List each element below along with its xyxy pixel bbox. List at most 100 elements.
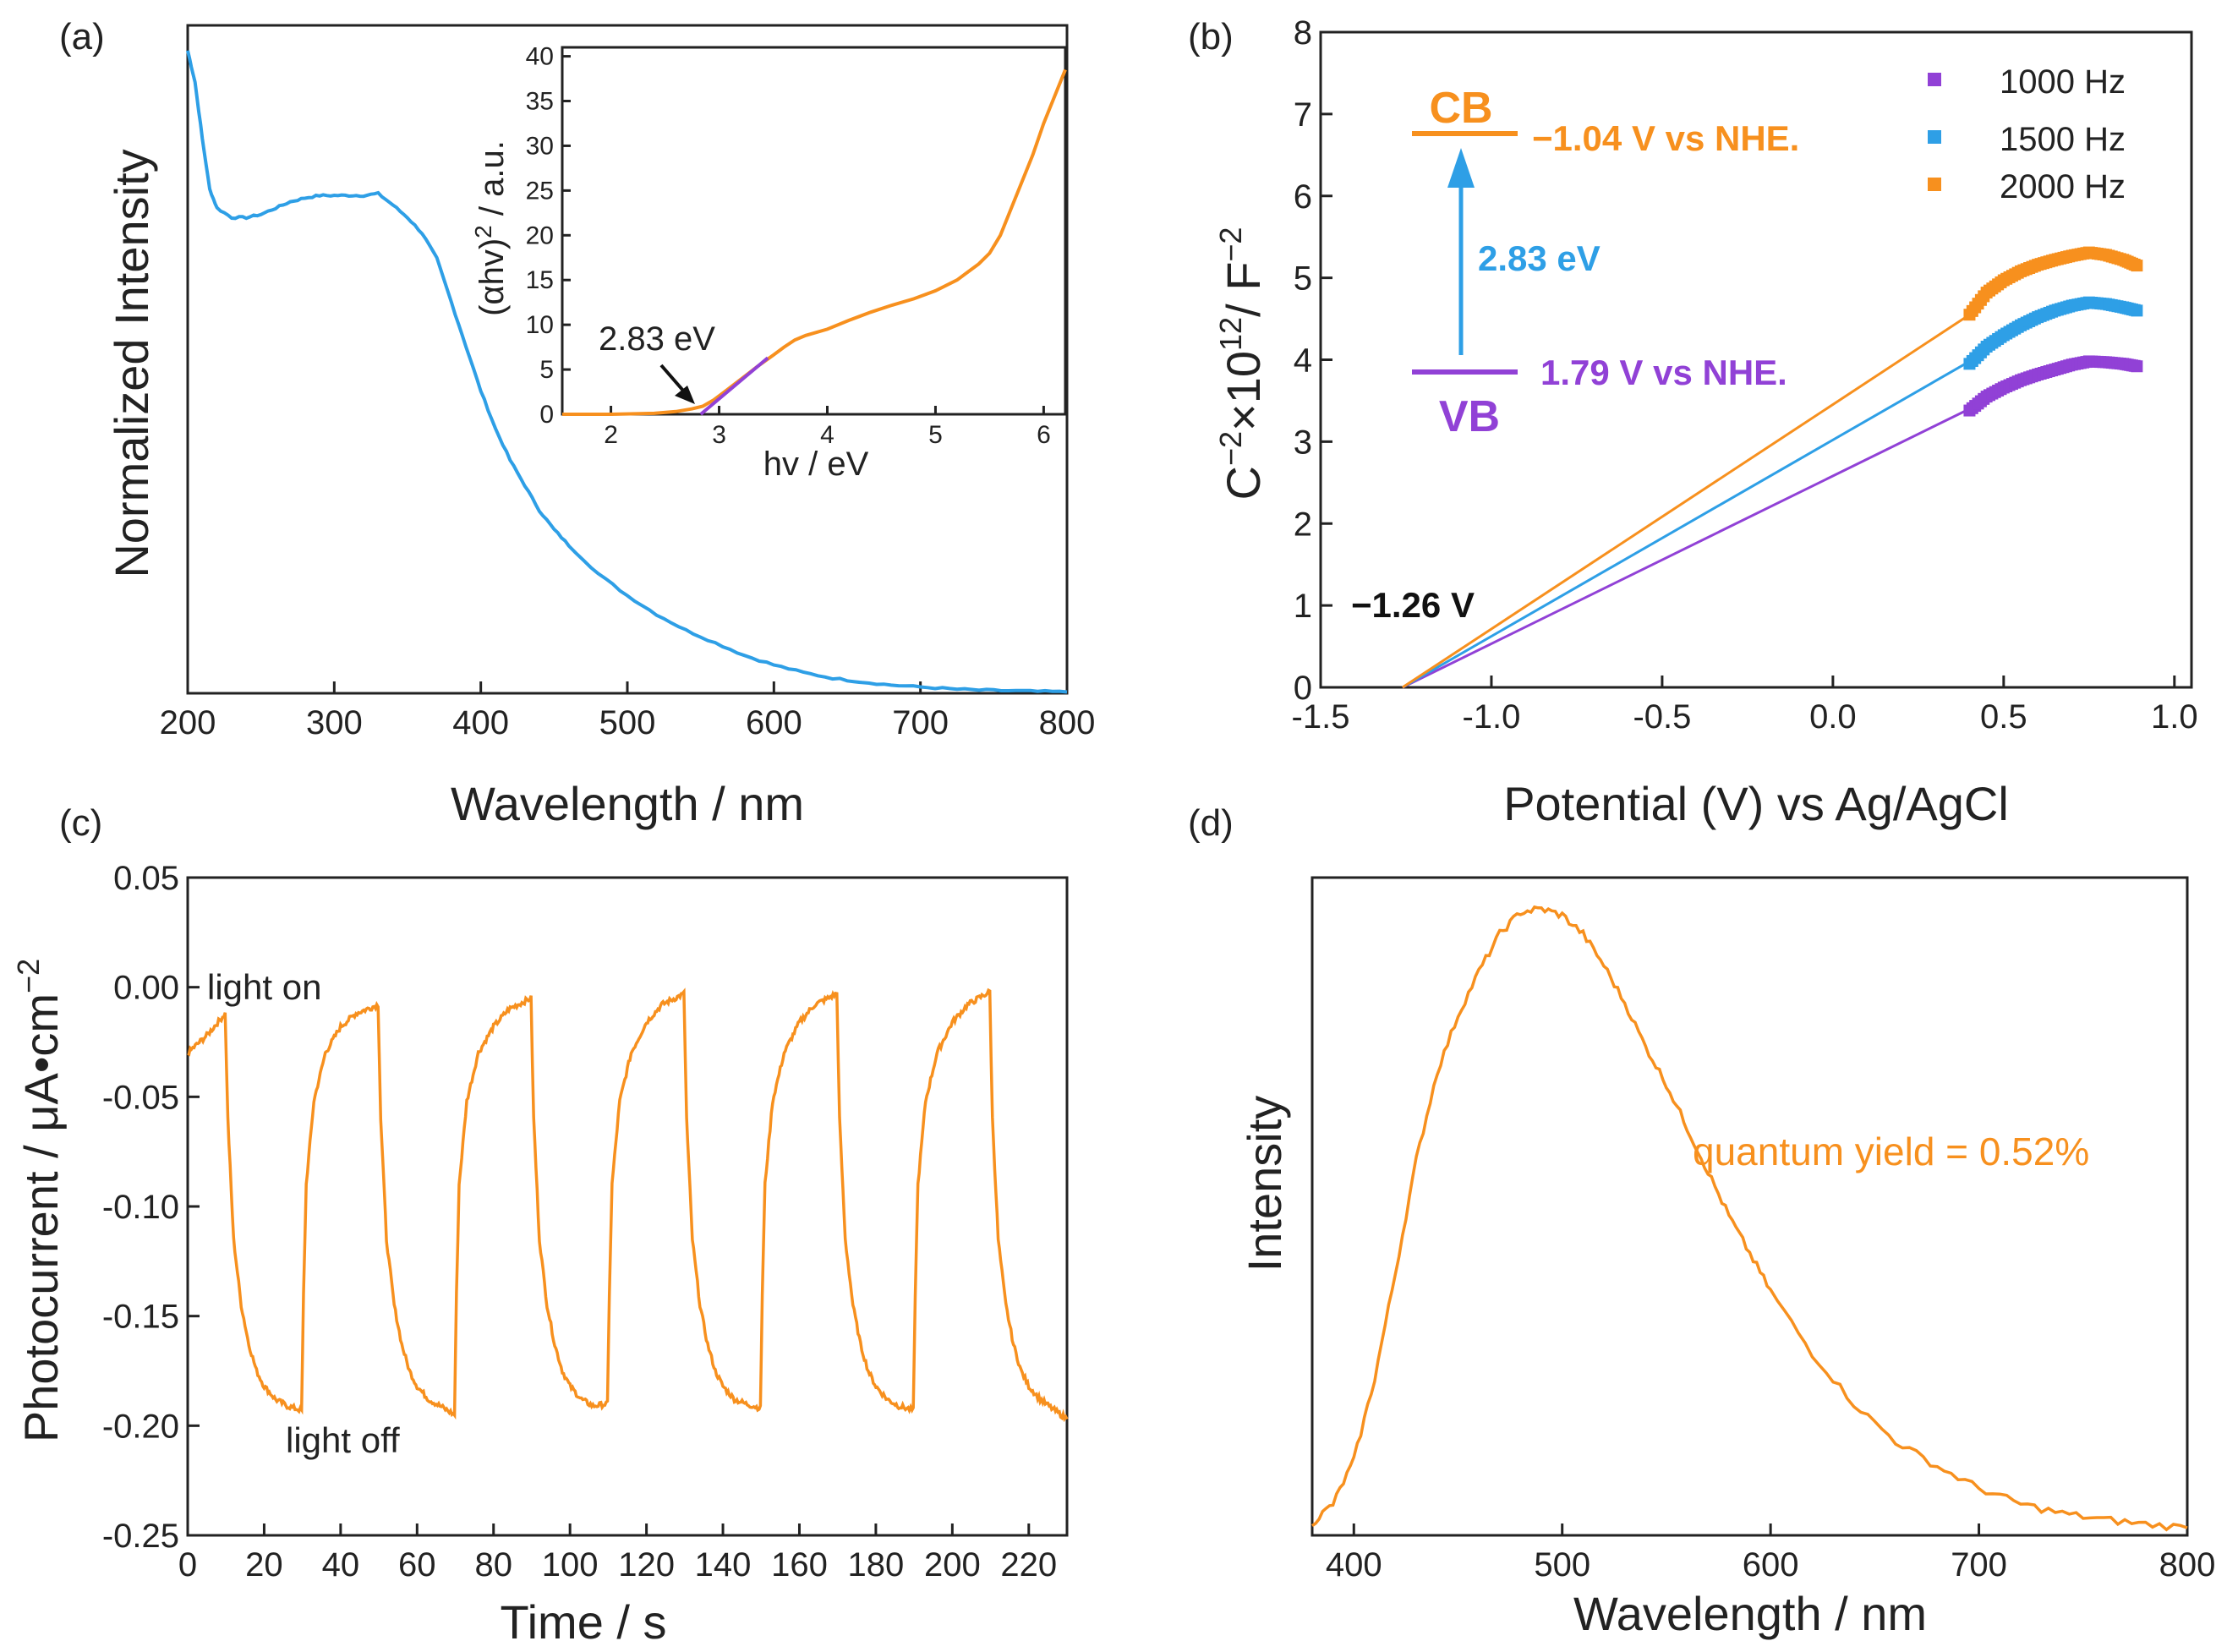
inset-xtick-label: 4 [820, 421, 834, 449]
panel-b-xtick-label: -0.5 [1633, 698, 1691, 736]
panel-a-inset: 2 3 4 5 6 0 5 10 15 20 25 30 35 40 hv / eV (αhv)2 / a… [470, 43, 1067, 483]
panel-b-label: (b) [1188, 16, 1234, 57]
panel-d-xtick-label: 700 [1951, 1546, 2007, 1584]
inset-ytick-label: 5 [539, 356, 554, 384]
vb-potential: 1.79 V vs NHE. [1540, 353, 1787, 392]
marker-1000-Hz [2131, 360, 2143, 373]
inset-y-label: (αhv)2 / a.u. [470, 140, 511, 316]
panel-b-scatter [1963, 246, 2143, 417]
panel-d-x-label: Wavelength / nm [1573, 1587, 1927, 1640]
legend-label-2000: 2000 Hz [2000, 168, 2126, 205]
band-diagram: CB −1.04 V vs NHE. 2.83 eV 1.79 V vs NHE… [1351, 84, 1799, 625]
panel-b-y-label: C−2×1012/ F−2 [1213, 227, 1270, 501]
panel-a-xtick-label: 800 [1039, 704, 1096, 741]
panel-c-ytick-label: -0.10 [102, 1189, 179, 1226]
inset-ytick-label: 20 [526, 222, 554, 249]
panel-b-fit-lines [1402, 313, 1971, 689]
legend-label-1000: 1000 Hz [2000, 63, 2126, 101]
inset-frame [561, 46, 1067, 416]
fit-line-1 [1402, 360, 1971, 689]
panel-c-xtick-label: 0 [178, 1546, 197, 1584]
legend-label-1500: 1500 Hz [2000, 121, 2126, 158]
panel-b-ticks: -1.5 -1.0 -0.5 0.0 0.5 1.0 0 1 2 3 4 5 6 7 8 [1292, 14, 2198, 736]
panel-b-ytick-label: 3 [1294, 424, 1312, 461]
inset-ytick-label: 30 [526, 132, 554, 160]
inset-bandgap-annotation: 2.83 eV [599, 320, 715, 358]
panel-a: (a) 200 300 400 500 600 700 800 Wavelength / n… [59, 16, 1095, 830]
inset-tauc-line [562, 68, 1067, 416]
panel-c-xtick-label: 140 [695, 1546, 752, 1584]
panel-c-ytick-label: 0.05 [113, 860, 179, 897]
cb-potential: −1.04 V vs NHE. [1532, 118, 1799, 158]
panel-a-absorbance-line [186, 50, 1068, 694]
panel-c-xtick-label: 80 [474, 1546, 512, 1584]
inset-ticks: 2 3 4 5 6 0 5 10 15 20 25 30 35 40 [526, 43, 1051, 449]
inset-ytick-label: 0 [539, 401, 554, 429]
panel-b-ytick-label: 0 [1294, 670, 1312, 707]
panel-c-ytick-label: -0.15 [102, 1299, 179, 1336]
panel-a-x-label: Wavelength / nm [451, 777, 804, 830]
panel-b-xtick-label: -1.5 [1292, 698, 1350, 736]
panel-a-xtick-label: 300 [306, 704, 363, 741]
panel-b-ytick-label: 2 [1294, 506, 1312, 543]
cb-label: CB [1429, 84, 1492, 133]
inset-ytick-label: 25 [526, 177, 554, 205]
panel-c: (c) 0 20 40 60 80 100 120 140 160 180 200 220 0.05 0.… [11, 802, 1069, 1649]
panel-c-y-label: Photocurrent / μA•cm−2 [11, 959, 68, 1442]
panel-b-ytick-label: 6 [1294, 178, 1312, 216]
panel-b-ytick-label: 7 [1294, 96, 1312, 134]
panel-d-xtick-label: 800 [2159, 1546, 2216, 1584]
panel-a-xtick-label: 500 [599, 704, 656, 741]
inset-xtick-label: 2 [604, 421, 618, 449]
panel-c-x-label: Time / s [500, 1595, 666, 1649]
inset-ytick-label: 15 [526, 266, 554, 294]
panel-a-xtick-label: 200 [160, 704, 216, 741]
bandgap-arrow-icon [1447, 148, 1475, 188]
panel-c-ytick-label: -0.05 [102, 1079, 179, 1116]
panel-d-frame [1310, 876, 2189, 1537]
panel-c-ticks: 0 20 40 60 80 100 120 140 160 180 200 220 0.05 0.00 -0… [102, 860, 1057, 1584]
panel-d-pl-line [1310, 905, 2188, 1532]
fit-line-2 [1402, 313, 1971, 689]
light-off-label: light off [286, 1420, 400, 1460]
inset-fit-line [699, 356, 769, 416]
panel-c-ytick-label: -0.25 [102, 1518, 179, 1555]
marker-1500-Hz [2131, 304, 2143, 317]
panel-c-label: (c) [59, 802, 102, 844]
inset-ytick-label: 40 [526, 43, 554, 71]
panel-d-y-label: Intensity [1238, 1096, 1291, 1272]
quantum-yield-label: quantum yield = 0.52% [1693, 1130, 2089, 1173]
panel-c-xtick-label: 40 [322, 1546, 360, 1584]
inset-xtick-label: 6 [1037, 421, 1051, 449]
panel-a-xtick-label: 400 [452, 704, 509, 741]
legend-swatch-1000 [1928, 73, 1941, 86]
inset-xtick-label: 3 [712, 421, 726, 449]
panel-d-xtick-label: 600 [1743, 1546, 1799, 1584]
panel-a-x-ticks: 200 300 400 500 600 700 800 [160, 681, 1096, 741]
panel-c-xtick-label: 160 [771, 1546, 828, 1584]
legend-swatch-2000 [1928, 178, 1941, 191]
panel-c-photocurrent-line [187, 987, 1069, 1423]
panel-c-ytick-label: -0.20 [102, 1408, 179, 1445]
marker-2000-Hz [2131, 260, 2143, 272]
panel-b-xtick-label: -1.0 [1462, 698, 1520, 736]
panel-b-ytick-label: 5 [1294, 260, 1312, 298]
panel-d-label: (d) [1188, 802, 1234, 844]
bandgap-value: 2.83 eV [1478, 238, 1600, 278]
panel-b-ytick-label: 8 [1294, 14, 1312, 52]
inset-x-label: hv / eV [763, 446, 869, 483]
panel-c-ytick-label: 0.00 [113, 970, 179, 1007]
panel-a-label: (a) [59, 16, 105, 57]
intercept-label: −1.26 V [1351, 585, 1475, 625]
inset-ytick-label: 10 [526, 311, 554, 339]
panel-b-legend: 1000 Hz 1500 Hz 2000 Hz [1928, 63, 2126, 205]
light-on-label: light on [207, 967, 321, 1007]
vb-label: VB [1439, 392, 1500, 441]
inset-arrow-icon [675, 386, 695, 404]
panel-a-xtick-label: 600 [746, 704, 802, 741]
panel-b-xtick-label: 1.0 [2151, 698, 2198, 736]
panel-a-xtick-label: 700 [892, 704, 949, 741]
panel-d-ticks: 400 500 600 700 800 [1326, 1523, 2215, 1584]
panel-c-xtick-label: 180 [848, 1546, 905, 1584]
